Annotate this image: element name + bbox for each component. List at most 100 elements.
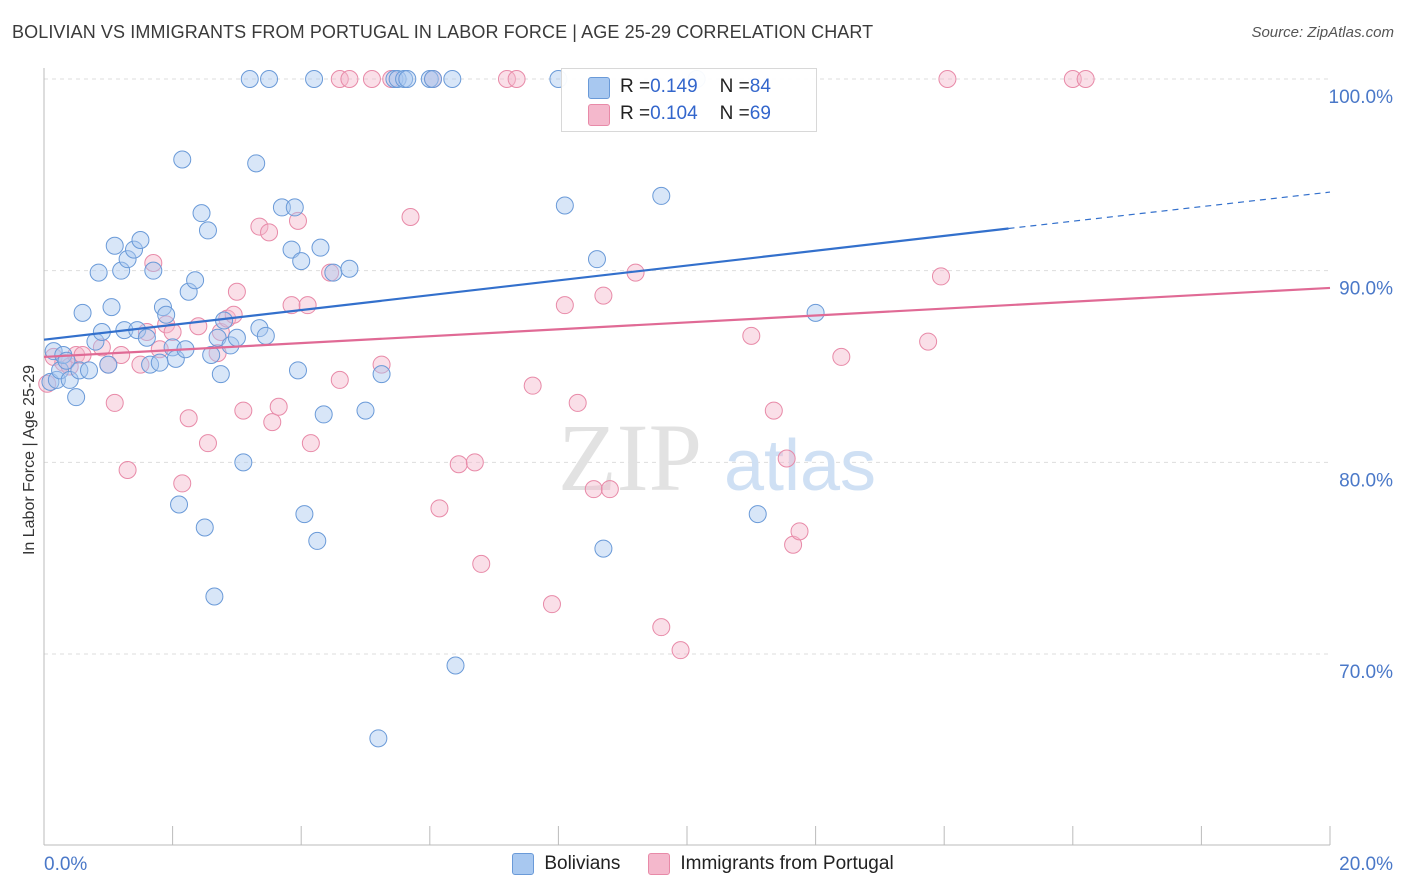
point-portugal bbox=[269, 397, 288, 416]
point-portugal bbox=[523, 376, 542, 395]
stats-row-portugal: R = 0.104 N = 69 bbox=[588, 101, 771, 127]
point-bolivians bbox=[125, 240, 144, 259]
point-bolivians bbox=[292, 252, 311, 271]
point-portugal bbox=[507, 70, 526, 88]
source-label: Source: ZipAtlas.com bbox=[1251, 24, 1394, 41]
point-bolivians bbox=[73, 303, 92, 322]
y-tick-label: 80.0% bbox=[1339, 470, 1393, 491]
y-axis-label: In Labor Force | Age 25-29 bbox=[21, 364, 38, 556]
point-portugal bbox=[282, 296, 301, 315]
point-bolivians bbox=[250, 319, 269, 338]
point-portugal bbox=[362, 70, 381, 88]
point-portugal bbox=[652, 618, 671, 637]
point-bolivians bbox=[240, 70, 259, 88]
legend-item-portugal[interactable]: Immigrants from Portugal bbox=[648, 853, 894, 875]
point-portugal bbox=[742, 326, 761, 345]
point-bolivians bbox=[144, 261, 163, 280]
point-bolivians bbox=[369, 729, 388, 748]
series-portugal-points bbox=[38, 70, 1095, 660]
trend-lines bbox=[43, 191, 1331, 359]
point-bolivians bbox=[67, 388, 86, 407]
n-value: 84 bbox=[749, 76, 771, 97]
point-bolivians bbox=[282, 240, 301, 259]
legend-item-bolivians[interactable]: Bolivians bbox=[512, 853, 620, 875]
point-portugal bbox=[198, 434, 217, 453]
point-bolivians bbox=[170, 495, 189, 514]
trend-line-bolivians-extension bbox=[1008, 191, 1331, 230]
point-portugal bbox=[234, 401, 253, 420]
point-portugal bbox=[497, 70, 516, 88]
trend-line-portugal bbox=[43, 286, 1331, 359]
point-portugal bbox=[301, 434, 320, 453]
point-bolivians bbox=[311, 238, 330, 257]
point-portugal bbox=[401, 208, 420, 226]
point-portugal bbox=[568, 393, 587, 412]
point-bolivians bbox=[227, 328, 246, 347]
point-bolivians bbox=[256, 326, 275, 345]
point-portugal bbox=[764, 401, 783, 420]
x-tick-label: 0.0% bbox=[44, 854, 87, 875]
point-bolivians bbox=[99, 355, 118, 374]
point-bolivians bbox=[112, 261, 131, 280]
point-bolivians bbox=[137, 328, 156, 347]
point-bolivians bbox=[285, 198, 304, 217]
legend-swatch-blue bbox=[588, 77, 610, 99]
series-bolivians-points bbox=[41, 70, 825, 748]
legend-swatch-pink bbox=[588, 104, 610, 126]
point-bolivians bbox=[195, 518, 214, 537]
point-bolivians bbox=[70, 361, 89, 380]
n-label: N = bbox=[719, 103, 750, 124]
point-bolivians bbox=[150, 353, 169, 372]
point-bolivians bbox=[211, 365, 230, 384]
y-tick-label: 90.0% bbox=[1339, 279, 1393, 300]
point-bolivians bbox=[305, 70, 324, 88]
point-portugal bbox=[340, 70, 359, 88]
watermark-zip: ZIP bbox=[558, 404, 702, 511]
point-portugal bbox=[105, 393, 124, 412]
point-portugal bbox=[430, 499, 449, 518]
point-bolivians bbox=[205, 587, 224, 606]
point-portugal bbox=[584, 480, 603, 499]
point-portugal bbox=[112, 346, 131, 364]
point-bolivians bbox=[424, 70, 443, 88]
point-portugal bbox=[330, 70, 349, 88]
series-legend: Bolivians Immigrants from Portugal bbox=[0, 850, 1406, 878]
chart-title: BOLIVIAN VS IMMIGRANTS FROM PORTUGAL IN … bbox=[12, 22, 874, 42]
r-value: 0.104 bbox=[650, 103, 698, 124]
r-label: R = bbox=[620, 76, 651, 97]
point-bolivians bbox=[372, 365, 391, 384]
point-bolivians bbox=[198, 221, 217, 240]
point-portugal bbox=[542, 595, 561, 614]
point-portugal bbox=[118, 461, 137, 479]
point-bolivians bbox=[60, 370, 79, 389]
y-axis-label-wrap: In Labor Force | Age 25-29 bbox=[0, 340, 60, 580]
n-value: 69 bbox=[749, 103, 771, 124]
grid-lines bbox=[44, 78, 1330, 655]
legend-swatch-pink bbox=[648, 853, 671, 875]
point-bolivians bbox=[288, 361, 307, 380]
point-bolivians bbox=[324, 263, 343, 282]
point-portugal bbox=[790, 522, 809, 541]
point-bolivians bbox=[340, 259, 359, 278]
point-bolivians bbox=[652, 186, 671, 205]
point-bolivians bbox=[247, 154, 266, 173]
point-portugal bbox=[260, 223, 279, 242]
point-bolivians bbox=[356, 401, 375, 420]
point-portugal bbox=[330, 370, 349, 389]
point-bolivians bbox=[446, 656, 465, 675]
point-portugal bbox=[919, 332, 938, 351]
point-portugal bbox=[250, 217, 269, 236]
point-portugal bbox=[931, 267, 950, 286]
watermark: ZIP atlas bbox=[558, 404, 876, 511]
point-bolivians bbox=[118, 250, 137, 269]
point-portugal bbox=[173, 474, 192, 493]
point-portugal bbox=[163, 323, 182, 341]
point-portugal bbox=[671, 641, 690, 660]
point-portugal bbox=[938, 70, 957, 88]
watermark-atlas: atlas bbox=[724, 426, 876, 506]
point-bolivians bbox=[173, 150, 192, 169]
point-bolivians bbox=[594, 539, 613, 558]
point-bolivians bbox=[272, 198, 291, 217]
point-bolivians bbox=[398, 70, 417, 88]
